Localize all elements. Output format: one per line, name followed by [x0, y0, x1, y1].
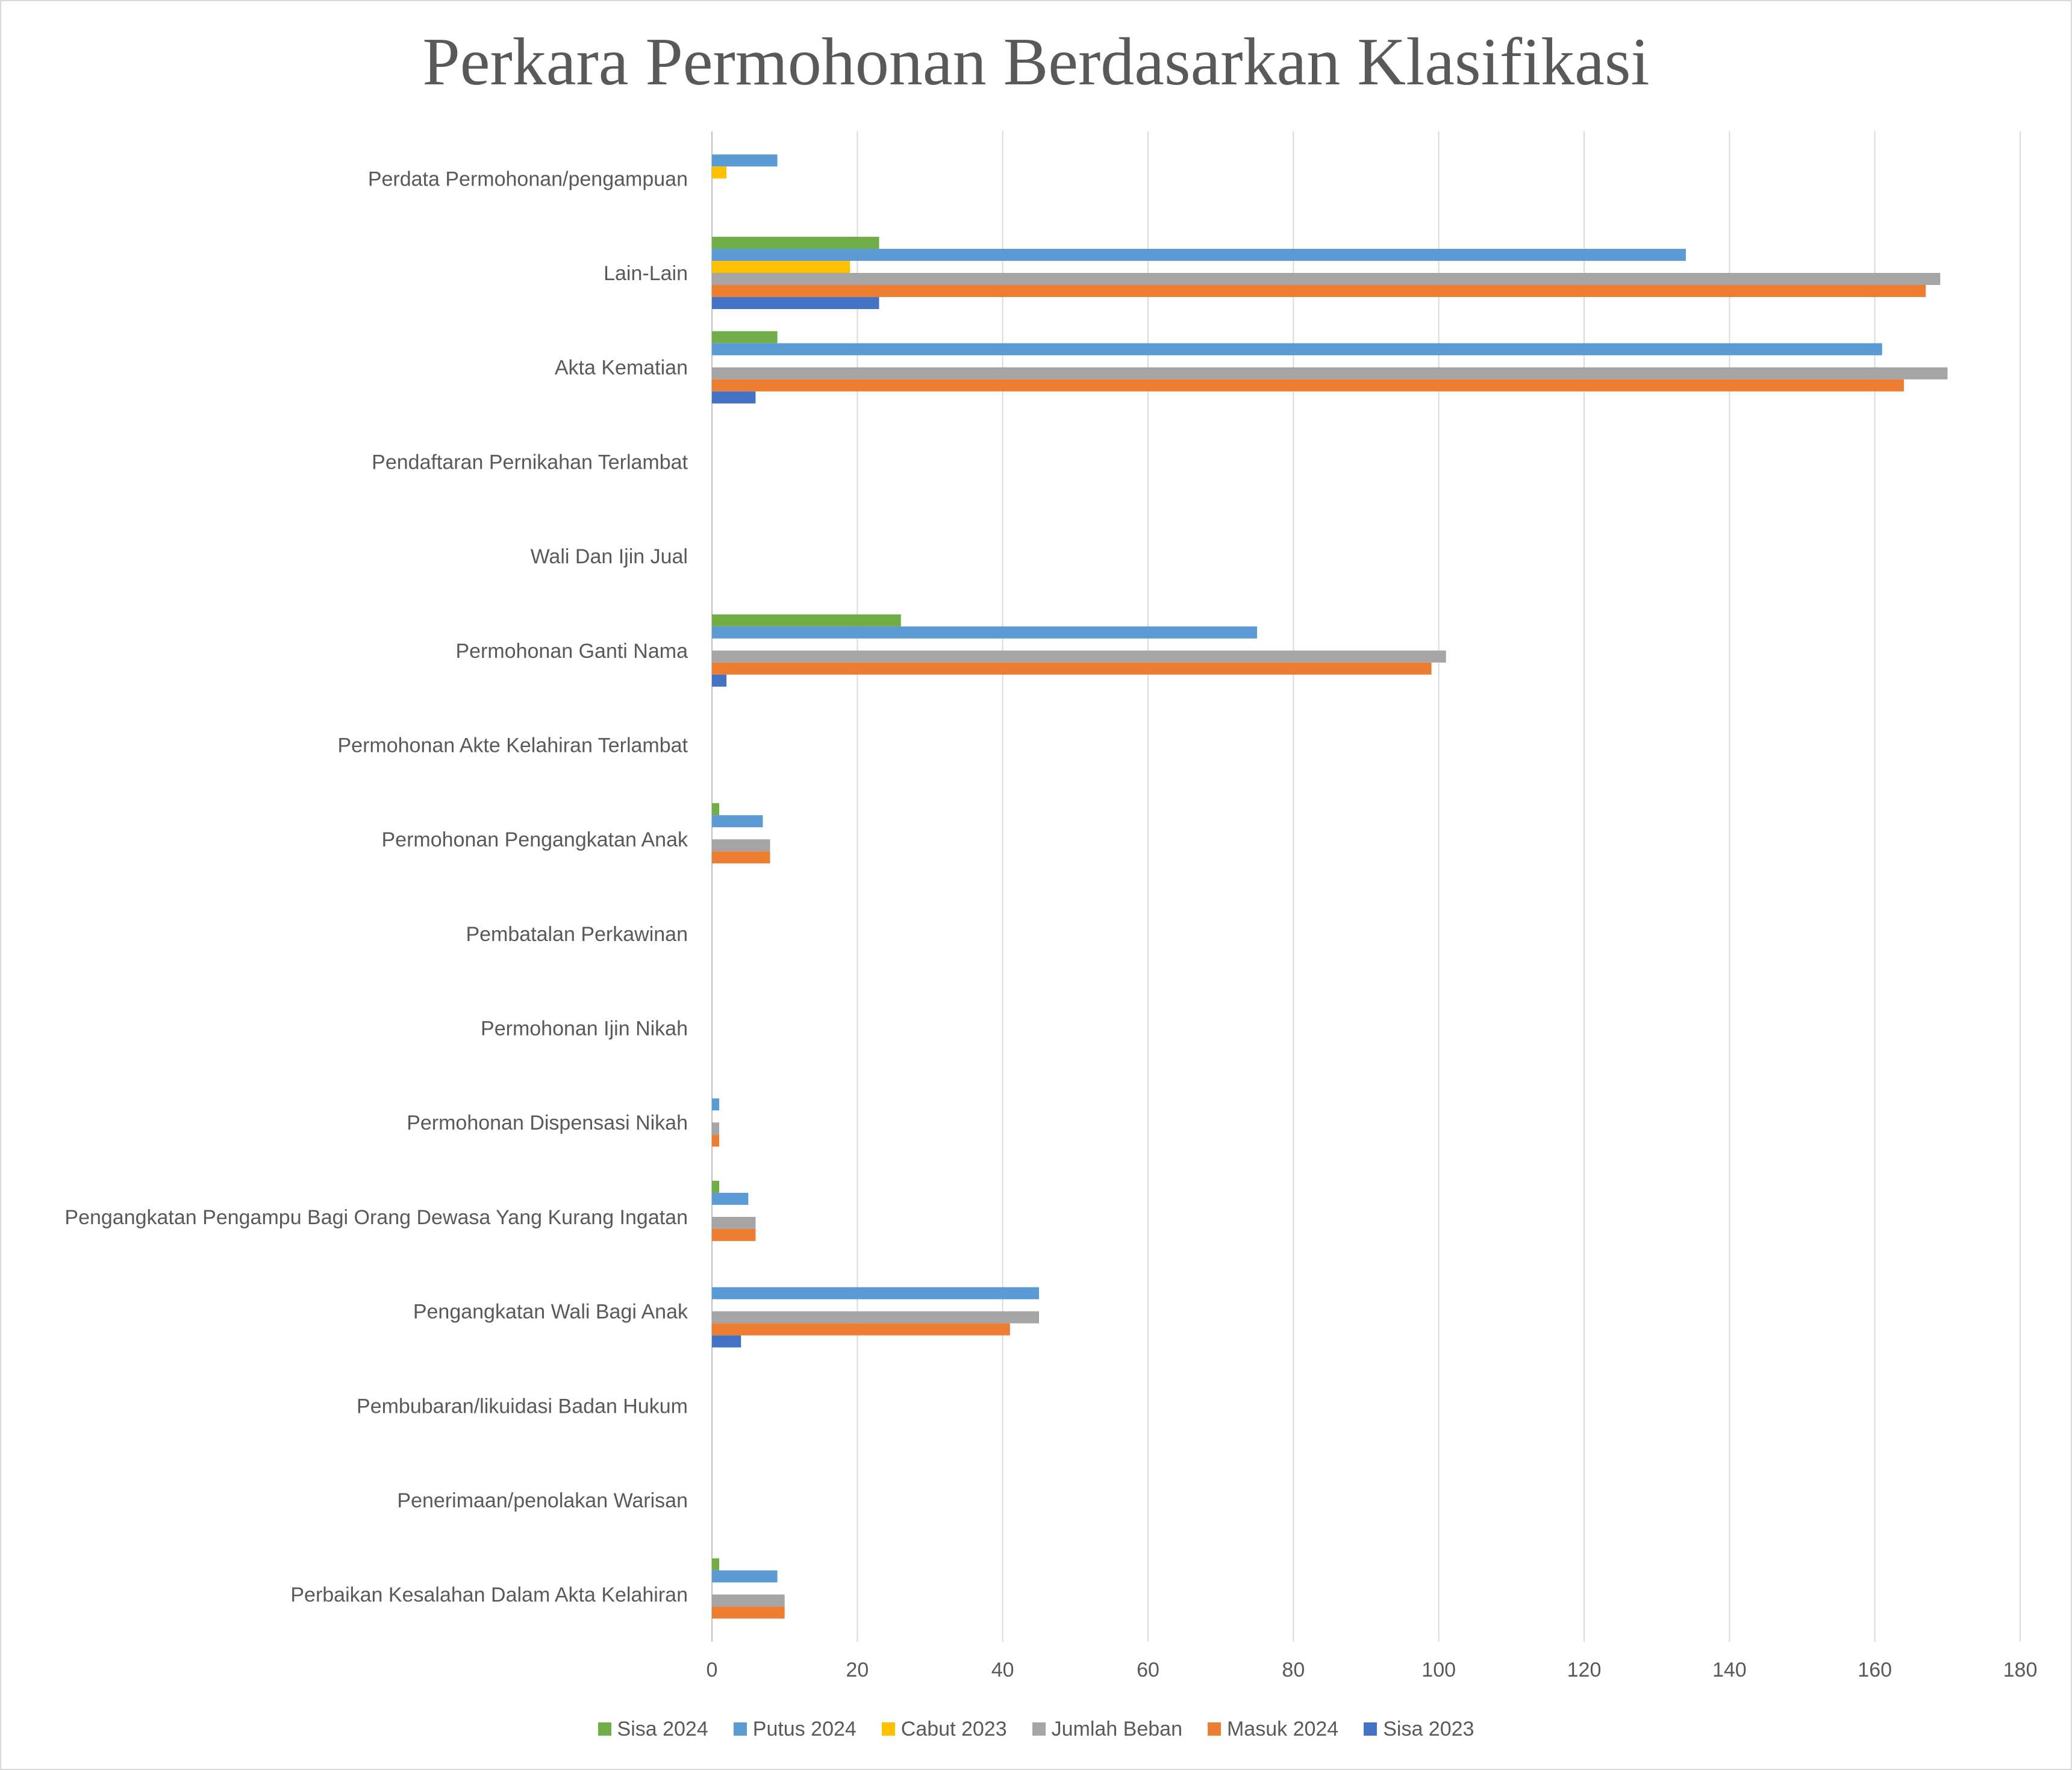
- bar-masuk-2024: [712, 1323, 1010, 1336]
- x-tick-label: 100: [1421, 1659, 1456, 1681]
- legend-swatch: [1207, 1722, 1221, 1736]
- bar-putus-2024: [712, 1570, 778, 1583]
- bar-putus-2024: [712, 1098, 720, 1111]
- x-tick-label: 0: [707, 1659, 718, 1681]
- gridlines: [711, 131, 2021, 1642]
- bar-cabut-2023: [712, 261, 850, 274]
- category-label: Perbaikan Kesalahan Dalam Akta Kelahiran: [290, 1584, 688, 1607]
- bar-masuk-2024: [712, 1606, 785, 1619]
- x-tick-label: 140: [1712, 1659, 1747, 1681]
- category-label: Perdata Permohonan/pengampuan: [368, 167, 688, 190]
- bar-jumlah-beban: [712, 1216, 756, 1229]
- category-label: Permohonan Dispensasi Nikah: [407, 1112, 688, 1134]
- legend-label: Sisa 2023: [1383, 1717, 1474, 1740]
- bar-jumlah-beban: [712, 273, 1941, 286]
- legend-item: Putus 2024: [733, 1717, 857, 1741]
- category-label: Permohonan Ganti Nama: [455, 640, 688, 663]
- bar-putus-2024: [712, 1287, 1039, 1299]
- legend-item: Sisa 2024: [598, 1718, 708, 1741]
- x-tick-label: 160: [1858, 1659, 1892, 1681]
- legend-swatch: [733, 1722, 747, 1736]
- bar-sisa-2023: [712, 1335, 741, 1348]
- x-tick-label: 180: [2003, 1659, 2038, 1681]
- category-label: Lain-Lain: [604, 262, 688, 285]
- bar-sisa-2023: [712, 674, 727, 687]
- category-label: Permohonan Ijin Nikah: [481, 1018, 688, 1040]
- category-label: Pembubaran/likuidasi Badan Hukum: [357, 1395, 688, 1418]
- category-label: Pengangkatan Pengampu Bagi Orang Dewasa …: [64, 1206, 688, 1229]
- bar-masuk-2024: [712, 662, 1432, 675]
- bar-masuk-2024: [712, 1134, 720, 1147]
- bar-putus-2024: [712, 815, 763, 828]
- legend-swatch: [1032, 1722, 1046, 1736]
- category-label: Pembatalan Perkawinan: [466, 923, 688, 946]
- legend-label: Cabut 2023: [900, 1717, 1007, 1740]
- bar-sisa-2024: [712, 1558, 720, 1571]
- bar-masuk-2024: [712, 285, 1926, 298]
- bar-putus-2024: [712, 154, 778, 167]
- category-label: Pengangkatan Wali Bagi Anak: [413, 1301, 688, 1324]
- bar-sisa-2024: [712, 803, 720, 816]
- bar-jumlah-beban: [712, 650, 1446, 663]
- legend-label: Jumlah Beban: [1051, 1717, 1182, 1740]
- x-tick-labels: 0 20 40 60 80 100 120 140 160 180: [707, 1659, 2038, 1681]
- bar-masuk-2024: [712, 851, 770, 864]
- bar-sisa-2024: [712, 331, 778, 343]
- category-label: Permohonan Akte Kelahiran Terlambat: [337, 734, 688, 757]
- bar-jumlah-beban: [712, 367, 1948, 380]
- legend: Sisa 2024 Putus 2024 Cabut 2023 Jumlah Beba…: [0, 1716, 2072, 1742]
- bar-putus-2024: [712, 249, 1686, 261]
- category-label: Permohonan Pengangkatan Anak: [381, 828, 688, 851]
- x-tick-label: 80: [1282, 1659, 1305, 1681]
- legend-swatch: [598, 1722, 611, 1736]
- x-tick-label: 120: [1567, 1659, 1602, 1681]
- bar-cabut-2023: [712, 166, 727, 179]
- legend-item: Jumlah Beban: [1032, 1718, 1182, 1741]
- legend-label: Putus 2024: [752, 1717, 857, 1740]
- legend-item: Masuk 2024: [1207, 1717, 1339, 1741]
- legend-swatch: [1364, 1722, 1378, 1736]
- bar-jumlah-beban: [712, 1594, 785, 1607]
- legend-label: Sisa 2024: [617, 1717, 708, 1740]
- bar-sisa-2024: [712, 614, 901, 627]
- x-tick-label: 60: [1137, 1659, 1159, 1681]
- bar-jumlah-beban: [712, 839, 770, 852]
- bar-putus-2024: [712, 1192, 749, 1205]
- bar-sisa-2024: [712, 237, 879, 249]
- bar-sisa-2023: [712, 297, 879, 310]
- bar-sisa-2023: [712, 391, 756, 404]
- chart-title: Perkara Permohonan Berdasarkan Klasifika…: [422, 25, 1650, 99]
- legend-swatch: [881, 1722, 895, 1736]
- bar-putus-2024: [712, 343, 1882, 355]
- category-labels: Perdata Permohonan/pengampuan Lain-Lain Ak…: [64, 167, 688, 1606]
- bars: [712, 154, 1948, 1619]
- bar-jumlah-beban: [712, 1311, 1039, 1324]
- legend-item: Sisa 2023: [1364, 1718, 1474, 1741]
- legend-item: Cabut 2023: [881, 1717, 1007, 1741]
- bar-putus-2024: [712, 626, 1257, 639]
- x-tick-label: 40: [991, 1659, 1014, 1681]
- category-label: Wali Dan Ijin Jual: [531, 545, 688, 568]
- bar-jumlah-beban: [712, 1122, 720, 1135]
- category-label: Pendaftaran Pernikahan Terlambat: [372, 451, 688, 474]
- bar-masuk-2024: [712, 1228, 756, 1241]
- bar-sisa-2024: [712, 1180, 720, 1193]
- category-label: Penerimaan/penolakan Warisan: [397, 1489, 688, 1512]
- category-label: Akta Kematian: [555, 357, 688, 380]
- x-tick-label: 20: [846, 1659, 869, 1681]
- legend-label: Masuk 2024: [1226, 1717, 1339, 1740]
- bar-masuk-2024: [712, 379, 1904, 392]
